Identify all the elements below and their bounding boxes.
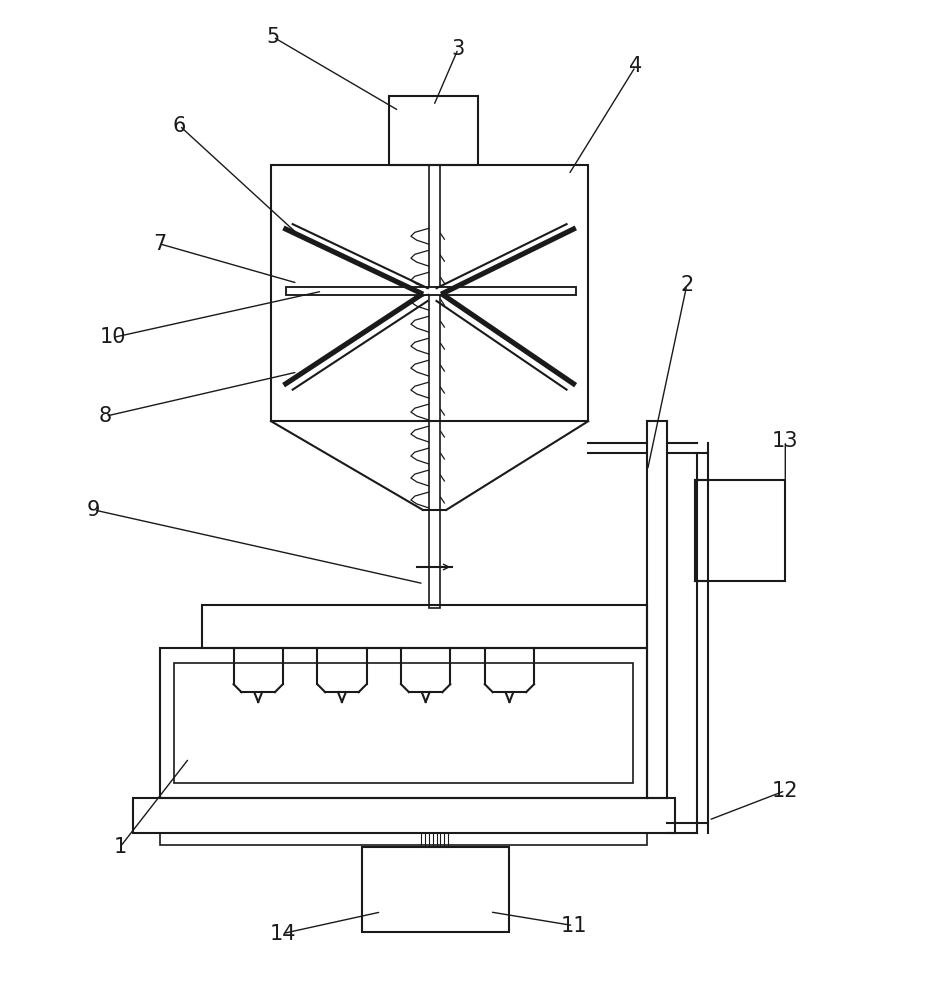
Text: 10: 10	[100, 327, 126, 347]
Text: 6: 6	[172, 116, 187, 136]
Text: 5: 5	[267, 27, 280, 47]
Bar	[202, 605, 647, 648]
Text: 1: 1	[114, 837, 127, 857]
Text: 3: 3	[451, 39, 464, 59]
Bar	[159, 833, 647, 845]
Bar	[429, 165, 441, 510]
Text: 12: 12	[772, 781, 799, 801]
Bar	[389, 96, 478, 165]
Bar	[174, 663, 633, 783]
Bar	[362, 847, 510, 932]
Bar	[133, 798, 675, 833]
Bar	[271, 165, 588, 421]
Text: 11: 11	[560, 916, 587, 936]
Text: 9: 9	[87, 500, 101, 520]
Bar	[429, 510, 441, 608]
Bar	[285, 287, 577, 295]
Text: 8: 8	[99, 406, 112, 426]
Text: 14: 14	[269, 924, 296, 944]
Text: 2: 2	[680, 275, 693, 295]
Text: 13: 13	[772, 431, 799, 451]
Bar	[159, 648, 647, 798]
Text: 7: 7	[153, 234, 167, 254]
Bar	[694, 480, 786, 581]
Text: 4: 4	[629, 56, 642, 76]
